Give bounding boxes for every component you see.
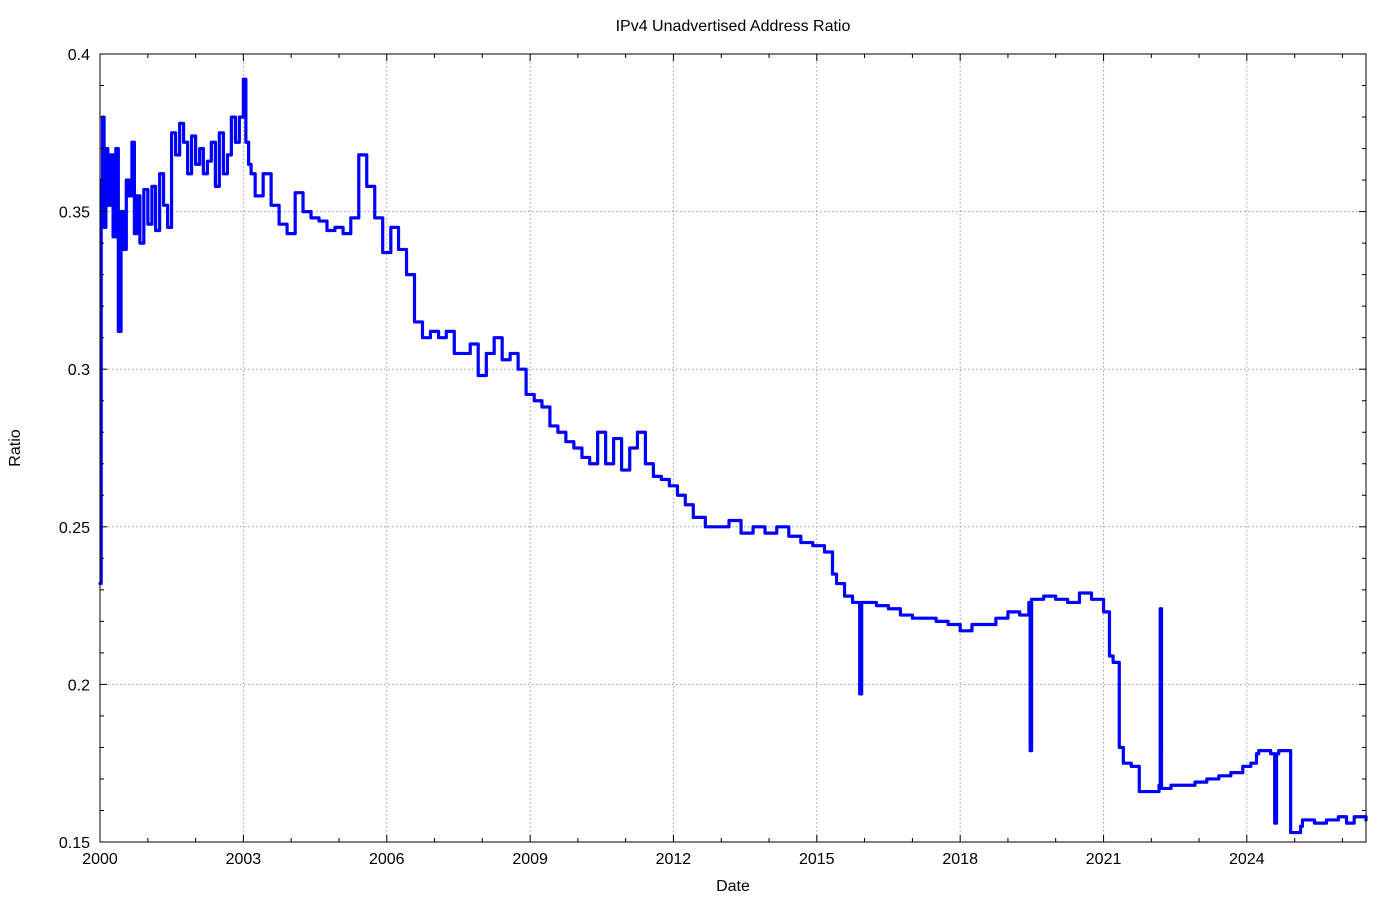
x-tick-label: 2015 xyxy=(799,851,835,868)
y-tick-label: 0.15 xyxy=(59,835,90,852)
grid xyxy=(100,54,1366,842)
x-tick-labels: 2000 2003 2006 2009 2012 2015 2018 2021 2024 xyxy=(82,851,1265,868)
plot-frame xyxy=(99,53,1367,843)
y-axis-label: Ratio xyxy=(7,429,24,466)
y-tick-labels: 0.15 0.2 0.25 0.3 0.35 0.4 xyxy=(59,47,90,852)
y-tick-label: 0.35 xyxy=(59,205,90,222)
axis-ticks xyxy=(99,53,1366,843)
data-series xyxy=(98,77,1368,835)
y-tick-label: 0.2 xyxy=(68,677,90,694)
x-tick-label: 2009 xyxy=(512,851,548,868)
x-tick-label: 2012 xyxy=(656,851,692,868)
series-line xyxy=(98,77,1368,835)
x-axis-label: Date xyxy=(716,878,750,895)
chart-title: IPv4 Unadvertised Address Ratio xyxy=(616,18,851,35)
x-tick-label: 2021 xyxy=(1086,851,1122,868)
x-tick-label: 2000 xyxy=(82,851,118,868)
y-tick-label: 0.3 xyxy=(68,362,90,379)
y-tick-label: 0.4 xyxy=(68,47,90,64)
x-tick-label: 2024 xyxy=(1229,851,1265,868)
x-tick-label: 2006 xyxy=(369,851,405,868)
y-tick-label: 0.25 xyxy=(59,520,90,537)
x-tick-label: 2003 xyxy=(226,851,262,868)
x-tick-label: 2018 xyxy=(942,851,978,868)
